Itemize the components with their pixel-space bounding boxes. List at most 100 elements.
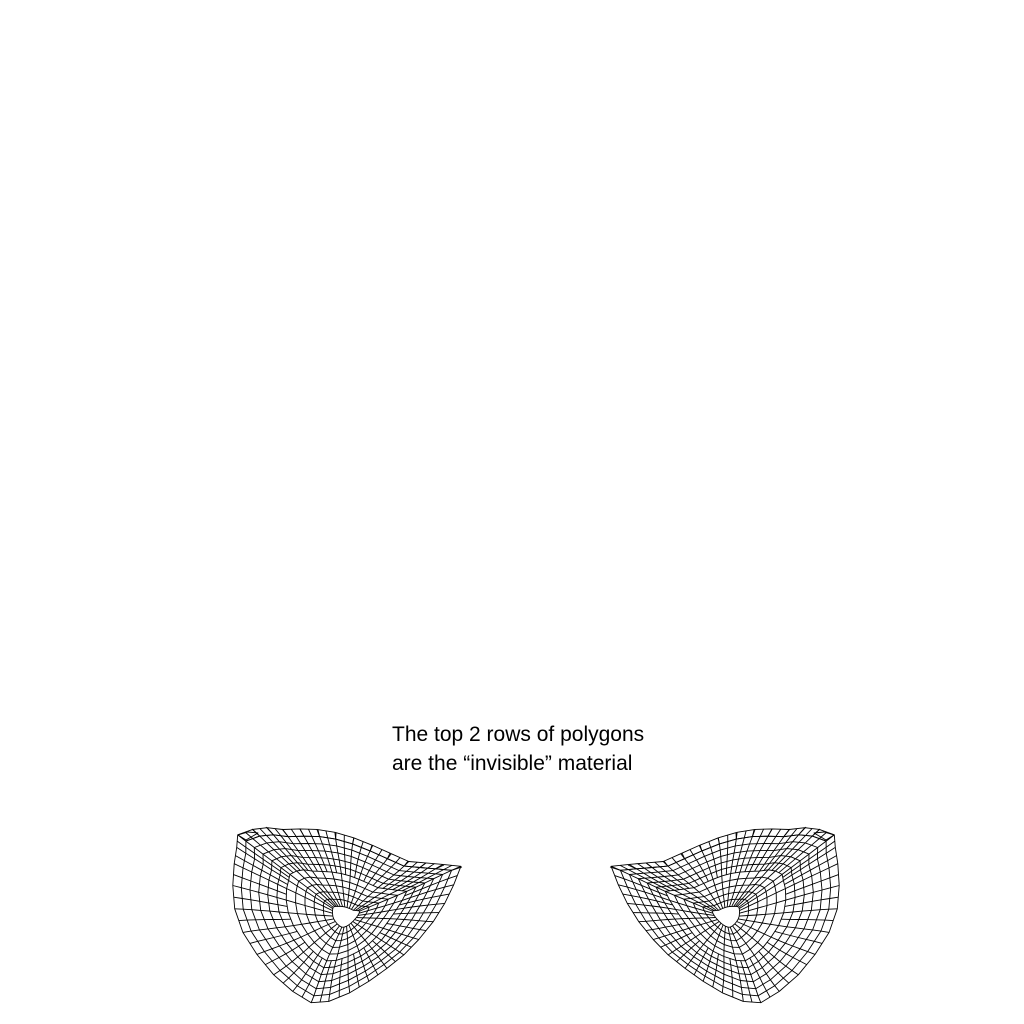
mesh-edge-spoke xyxy=(328,927,345,1002)
mesh-edge-spoke xyxy=(242,918,334,933)
mesh-edge-spoke xyxy=(749,957,771,998)
mesh-edge-top-row xyxy=(717,837,720,845)
mesh-edge-loop xyxy=(285,869,408,962)
mesh-edge-spoke xyxy=(358,884,454,914)
mesh-edge-spoke xyxy=(632,912,679,915)
mesh-edge-spoke xyxy=(727,927,744,1002)
mesh-edge-spoke xyxy=(357,864,444,912)
mesh-edge-spoke xyxy=(729,927,762,1003)
mesh-lines-right xyxy=(609,826,840,1004)
mesh-edge-spoke xyxy=(355,862,427,911)
mesh-edge-spoke xyxy=(266,827,337,907)
mesh-edge-spoke xyxy=(774,930,823,944)
mesh-edge-spoke xyxy=(638,917,716,923)
mesh-edge-spoke xyxy=(766,941,807,965)
mesh-edge-top-row xyxy=(451,866,463,871)
mesh-edge-spoke xyxy=(273,923,338,976)
mesh-edge-top-row xyxy=(663,860,669,867)
mesh-edge-spoke xyxy=(363,947,379,976)
mesh-edge-spoke xyxy=(738,847,836,909)
mesh-edge-spoke xyxy=(717,837,726,908)
mesh-edge-spoke xyxy=(736,921,816,955)
mesh-edge-spoke xyxy=(356,917,434,923)
mesh-edge-top-row xyxy=(620,834,827,871)
mesh-edge-spoke xyxy=(352,921,405,956)
mesh-edge-spoke xyxy=(282,829,339,907)
mesh-edge-spoke xyxy=(393,912,440,915)
mesh-edge-spoke xyxy=(350,922,388,969)
mesh-edge-spoke xyxy=(785,874,839,895)
mesh-edge-spoke xyxy=(292,925,340,992)
mesh-edge-spoke xyxy=(684,922,722,969)
mesh-edge-loop xyxy=(249,841,444,990)
caption-line-2: are the “invisible” material xyxy=(392,752,633,775)
mesh-edge-spoke xyxy=(235,855,288,885)
mesh-edge-top-row xyxy=(386,852,391,859)
mesh-edge-spoke xyxy=(238,918,291,922)
mesh-edge-spoke xyxy=(698,845,724,909)
mesh-edge-spoke xyxy=(734,923,799,976)
mesh-edge-spoke xyxy=(359,865,462,912)
mesh-edge-spoke xyxy=(667,921,720,956)
mesh-edge-spoke xyxy=(784,855,837,885)
mesh-edge-loop xyxy=(619,834,832,997)
mesh-edge-top-row xyxy=(403,860,409,867)
mesh-edge-spoke xyxy=(354,919,419,940)
mesh-edge-spoke xyxy=(386,923,427,932)
mesh-edge-top-row xyxy=(645,862,653,868)
mesh-edge-spoke xyxy=(346,926,351,993)
mesh-edge-top-row xyxy=(699,844,703,852)
mesh-edge-spoke xyxy=(702,924,724,982)
mesh-edge-loop xyxy=(232,827,462,1004)
mesh-edge-loop xyxy=(610,827,840,1004)
mesh-edge-top-row xyxy=(767,828,773,837)
mesh-edge-spoke xyxy=(627,902,715,916)
mesh-edge-spoke xyxy=(256,921,336,955)
mesh-edge-spoke xyxy=(237,834,334,908)
mesh-edge-spoke xyxy=(738,918,830,933)
mesh-edge-top-row xyxy=(681,852,686,859)
mesh-edge-spoke xyxy=(733,829,790,907)
mesh-edge-top-row xyxy=(317,829,321,837)
mesh-edge-spoke xyxy=(680,853,721,910)
mesh-edge-top-row xyxy=(352,837,355,845)
mesh-edge-spoke xyxy=(739,885,840,914)
mesh-edge-top-row xyxy=(435,864,445,870)
mesh-edge-spoke xyxy=(660,932,693,948)
mesh-edge-spoke xyxy=(299,828,341,907)
mesh-edge-spoke xyxy=(351,853,392,910)
mesh-edge-spoke xyxy=(653,919,718,940)
caption-line-1: The top 2 rows of polygons xyxy=(392,723,645,746)
uv-mesh-left xyxy=(232,826,463,1004)
mesh-edge-spoke xyxy=(781,918,834,922)
mesh-edge-spoke xyxy=(234,908,333,917)
mesh-edge-spoke xyxy=(732,925,780,992)
mesh-edge-spoke xyxy=(338,958,343,998)
mesh-edge-spoke xyxy=(348,845,374,909)
mesh-edge-spoke xyxy=(739,863,838,912)
mesh-edge-top-row xyxy=(299,828,305,837)
mesh-edge-spoke xyxy=(614,875,668,897)
mesh-edge-spoke xyxy=(236,840,290,878)
mesh-edge-lip xyxy=(813,831,835,841)
mesh-lines-left xyxy=(232,826,463,1004)
mesh-edge-spoke xyxy=(622,893,673,906)
mesh-edge-spoke xyxy=(353,861,410,911)
mesh-edge-spoke xyxy=(234,863,333,912)
mesh-edge-spoke xyxy=(782,840,836,878)
mesh-edge-top-row xyxy=(783,828,791,837)
mesh-edge-spoke xyxy=(236,847,334,909)
mesh-edge-spoke xyxy=(628,864,715,912)
mesh-edge-top-row xyxy=(369,844,373,852)
mesh-edge-spoke xyxy=(372,940,396,962)
mesh-edge-spoke xyxy=(265,941,306,965)
mesh-edge-top-row xyxy=(245,834,452,871)
mesh-edge-spoke xyxy=(233,874,287,895)
mesh-edge-top-row xyxy=(265,826,274,836)
mesh-edge-spoke xyxy=(676,940,700,962)
mesh-edge-spoke xyxy=(784,896,839,907)
mesh-edge-spoke xyxy=(729,829,756,907)
mesh-edge-spoke xyxy=(357,902,445,916)
mesh-edge-spoke xyxy=(693,947,709,976)
uv-mesh-right xyxy=(609,826,840,1004)
